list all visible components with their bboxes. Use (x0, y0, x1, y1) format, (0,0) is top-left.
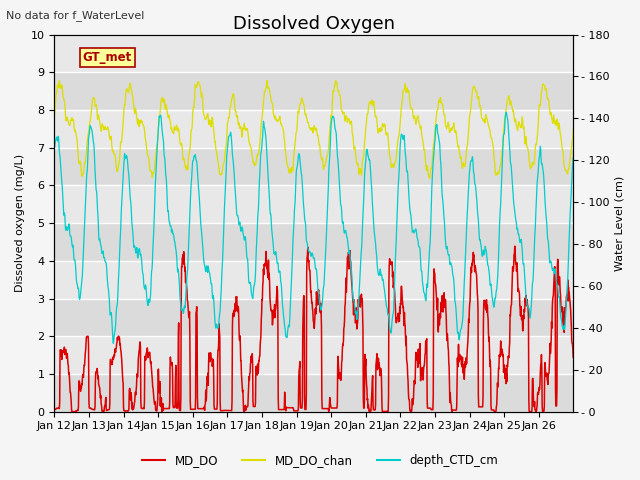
Bar (54, 299, 573, 336)
Y-axis label: Dissolved oxygen (mg/L): Dissolved oxygen (mg/L) (15, 154, 25, 292)
Y-axis label: Water Level (cm): Water Level (cm) (615, 176, 625, 271)
Text: No data for f_WaterLevel: No data for f_WaterLevel (6, 10, 145, 21)
Bar (54, 374, 573, 412)
Bar (54, 148, 573, 185)
Legend: MD_DO, MD_DO_chan, depth_CTD_cm: MD_DO, MD_DO_chan, depth_CTD_cm (137, 449, 503, 472)
Bar (54, 72, 573, 110)
Bar (54, 223, 573, 261)
Text: GT_met: GT_met (83, 51, 132, 64)
Title: Dissolved Oxygen: Dissolved Oxygen (233, 15, 395, 33)
